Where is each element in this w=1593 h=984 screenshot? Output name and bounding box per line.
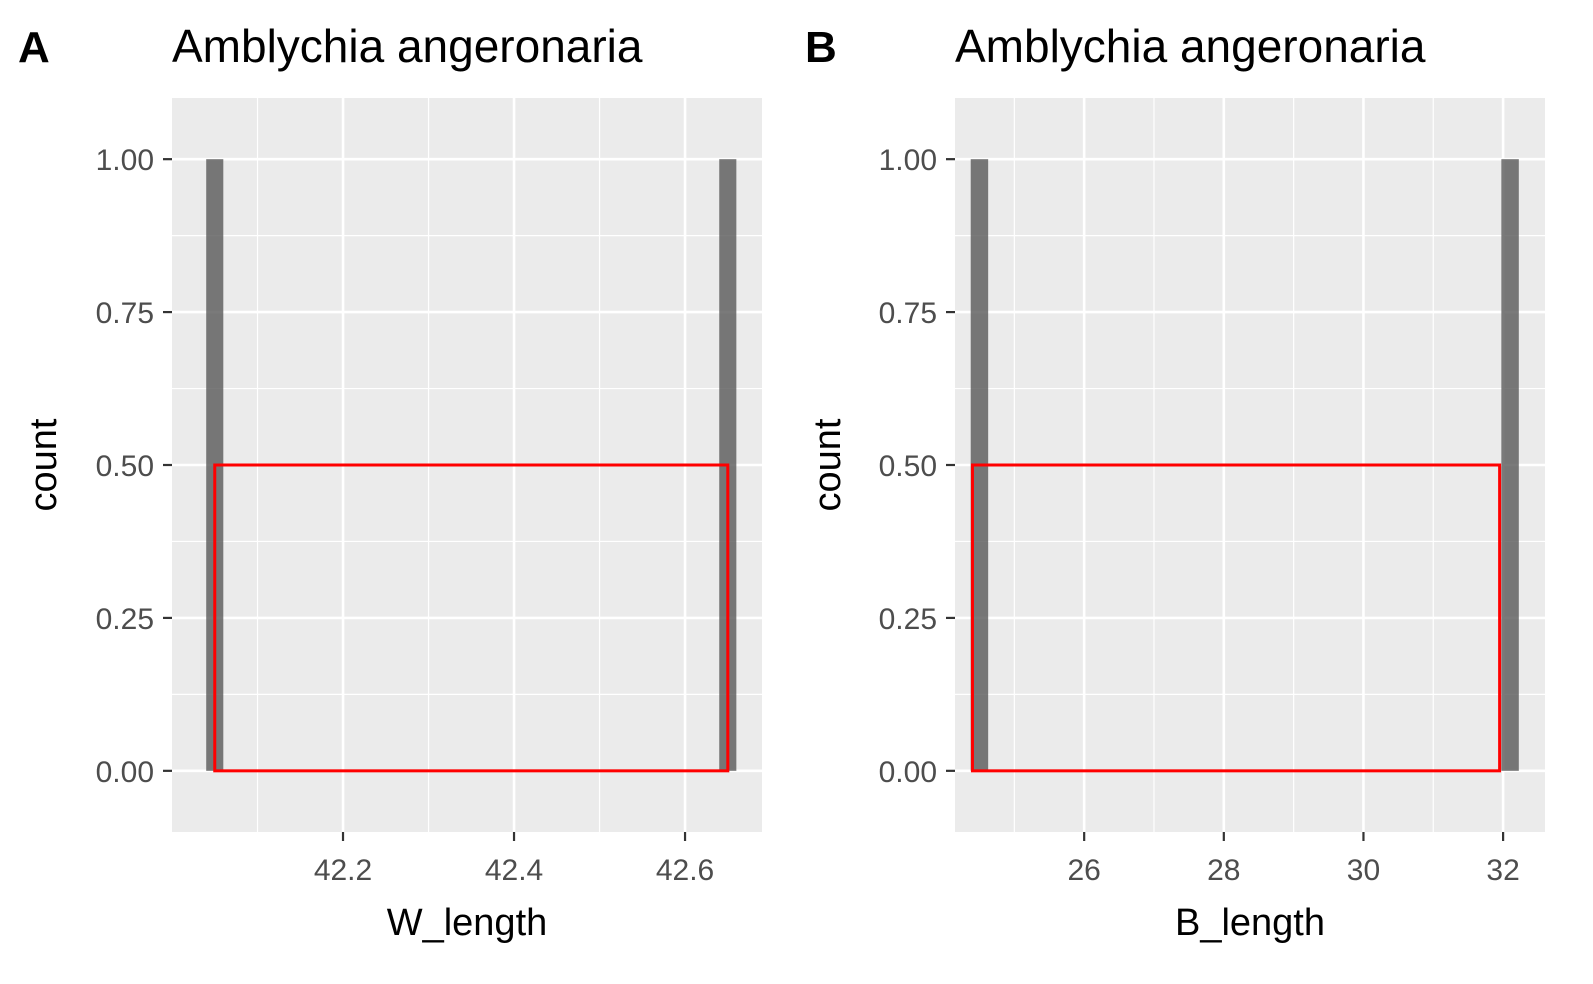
panel-a-x-axis: 42.2 42.4 42.6 xyxy=(314,832,714,887)
panel-a-title: Amblychia angeronaria xyxy=(172,20,643,72)
y-tick-label: 0.50 xyxy=(879,450,937,483)
y-tick-label: 0.00 xyxy=(879,756,937,789)
y-tick-label: 1.00 xyxy=(96,144,154,177)
x-tick-label: 32 xyxy=(1486,854,1519,887)
panel-a-y-axis: 0.00 0.25 0.50 0.75 1.00 xyxy=(96,144,172,789)
panel-b-y-axis: 0.00 0.25 0.50 0.75 1.00 xyxy=(879,144,955,789)
y-tick-label: 0.00 xyxy=(96,756,154,789)
y-tick-label: 1.00 xyxy=(879,144,937,177)
panel-a-x-axis-label: W_length xyxy=(387,902,548,944)
panel-b-x-axis: 26 28 30 32 xyxy=(1067,832,1520,887)
x-tick-label: 42.6 xyxy=(656,854,714,887)
panel-a: A Amblychia angeronaria 0.00 0.25 0.50 0.75… xyxy=(18,20,762,944)
panel-a-y-axis-label: count xyxy=(23,418,65,511)
x-tick-label: 28 xyxy=(1207,854,1240,887)
y-tick-label: 0.75 xyxy=(879,297,937,330)
panel-b-title: Amblychia angeronaria xyxy=(955,20,1426,72)
y-tick-label: 0.25 xyxy=(879,603,937,636)
x-tick-label: 26 xyxy=(1067,854,1100,887)
panel-b-x-axis-label: B_length xyxy=(1175,902,1325,944)
y-tick-label: 0.75 xyxy=(96,297,154,330)
x-tick-label: 42.4 xyxy=(485,854,543,887)
panel-b-range-rectangle xyxy=(970,463,1502,773)
histogram-bar xyxy=(1501,159,1519,771)
panel-b-y-axis-label: count xyxy=(807,418,849,511)
x-tick-label: 30 xyxy=(1347,854,1380,887)
x-tick-label: 42.2 xyxy=(314,854,372,887)
y-tick-label: 0.50 xyxy=(96,450,154,483)
panel-a-tag: A xyxy=(18,23,50,72)
panel-b-tag: B xyxy=(805,23,837,72)
y-tick-label: 0.25 xyxy=(96,603,154,636)
panel-b: B Amblychia angeronaria 0.00 0.25 0.50 0.75… xyxy=(805,20,1545,944)
panel-a-range-rectangle xyxy=(213,463,730,773)
